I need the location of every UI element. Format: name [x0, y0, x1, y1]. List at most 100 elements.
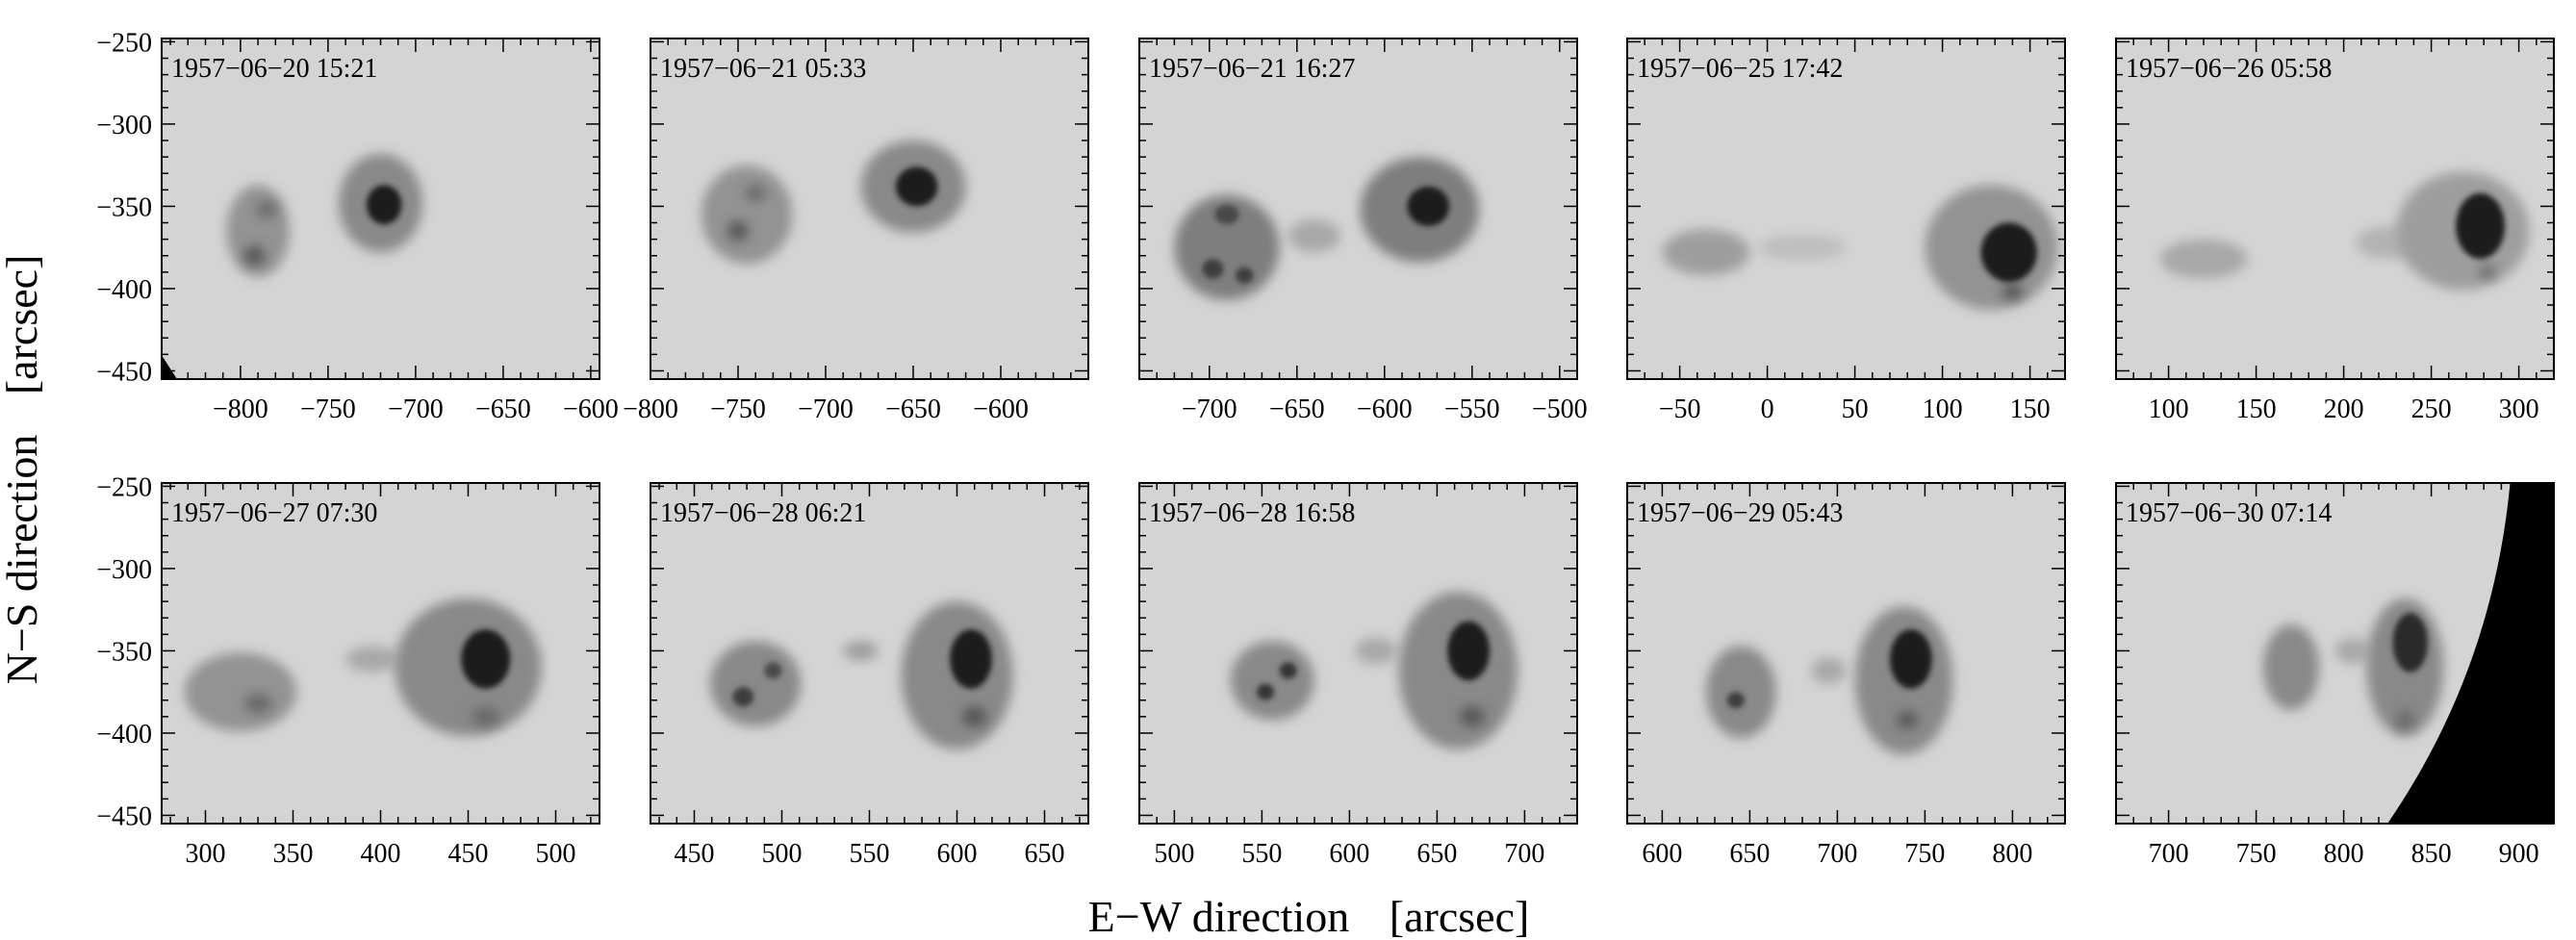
panel-image: [650, 483, 1088, 824]
sunspot-penumbra: [1230, 641, 1314, 721]
x-tick-label: −600: [1357, 394, 1413, 424]
sunspot-penumbra: [1288, 219, 1341, 253]
x-tick-label: 600: [1329, 839, 1369, 869]
panel-image: [1627, 483, 2065, 824]
panel-timestamp: 1957−06−27 07:30: [171, 498, 377, 528]
sunspot-umbra: [764, 662, 782, 679]
axis-ticks: [162, 483, 599, 824]
sunspot-umbra: [1726, 692, 1745, 709]
panel-frame: [1626, 482, 2066, 825]
sunspot-penumbra: [1662, 229, 1750, 276]
sunspot-penumbra: [243, 693, 272, 714]
axis-ticks: [1138, 483, 1578, 824]
axis-ticks: [1138, 38, 1578, 379]
panel-frame: [1138, 482, 1578, 825]
sunspot-umbra: [1447, 621, 1491, 681]
panel-image: [1627, 38, 2065, 379]
sunspot-penumbra: [2478, 266, 2496, 279]
panel-image: [162, 38, 599, 379]
sunspot-penumbra: [2262, 624, 2320, 711]
x-tick-label: −750: [300, 394, 356, 424]
x-tick-label: 650: [1729, 839, 1770, 869]
x-tick-label: −700: [798, 394, 854, 424]
sunspot-penumbra: [961, 706, 987, 727]
sunspot-umbra: [1980, 222, 2037, 283]
y-tick-label: −450: [96, 357, 152, 387]
x-tick-label: 800: [1992, 839, 2032, 869]
x-tick-label: 600: [1642, 839, 1682, 869]
sunspot-penumbra: [1174, 194, 1280, 300]
x-tick-label: 300: [2499, 394, 2539, 424]
sunspot-penumbra: [701, 165, 793, 265]
sunspot-umbra: [1202, 259, 1224, 279]
x-tick-label: 500: [762, 839, 803, 869]
panel-2: 1957−06−21 05:33 −800 −750 −700 −650 −600: [623, 38, 1089, 424]
panel-image: [2116, 38, 2554, 379]
panel-timestamp: 1957−06−21 16:27: [1149, 54, 1355, 84]
sunspot-penumbra: [472, 706, 500, 727]
y-tick-label: −450: [96, 801, 152, 831]
sunspot-penumbra: [1460, 706, 1485, 727]
x-tick-label: −650: [475, 394, 531, 424]
x-tick-label: 500: [536, 839, 576, 869]
panel-timestamp: 1957−06−28 06:21: [660, 498, 866, 528]
x-tick-label: −50: [1659, 394, 1701, 424]
panel-image: [162, 483, 599, 824]
y-tick-label: −250: [96, 472, 152, 502]
x-tick-label: 650: [1416, 839, 1457, 869]
sunspot-penumbra: [745, 185, 767, 202]
sunspot-umbra: [1256, 683, 1275, 700]
x-tick-label: 350: [273, 839, 314, 869]
y-axis-title-text: N−S direction: [0, 435, 46, 685]
x-tick-label: 600: [937, 839, 978, 869]
panel-image: [650, 38, 1088, 379]
panel-4: 1957−06−25 17:42 −50 0 50 100 150: [1626, 38, 2066, 424]
sunspot-umbra: [1890, 629, 1932, 689]
x-tick-label: 550: [850, 839, 890, 869]
y-tick-label: −350: [96, 192, 152, 222]
panel-image: [1139, 483, 1577, 824]
sunspot-penumbra: [2159, 239, 2248, 279]
y-tick-label: −300: [96, 555, 152, 585]
x-tick-label: 250: [2411, 394, 2452, 424]
panel-image: [2116, 483, 2554, 824]
panels-layer: 1957−06−20 15:21 −800 −750 −700 −650 −600 −250…: [96, 28, 2555, 869]
axis-ticks: [1626, 38, 2066, 379]
x-tick-label: 750: [1904, 839, 1945, 869]
axis-ticks: [2115, 483, 2555, 824]
sunspot-umbra: [895, 166, 938, 207]
sunspot-umbra: [1214, 204, 1239, 225]
panel-timestamp: 1957−06−28 16:58: [1149, 498, 1355, 528]
panel-10: 1957−06−30 07:14 700 750 800 850 900: [2115, 482, 2555, 869]
panel-3: 1957−06−21 16:27 −700 −650 −600 −550 −500: [1138, 38, 1588, 424]
y-tick-label: −250: [96, 28, 152, 58]
axis-ticks: [162, 38, 599, 379]
x-tick-label: −750: [710, 394, 766, 424]
sunspot-umbra: [732, 687, 754, 707]
sunspot-penumbra: [843, 641, 879, 661]
sunspot-penumbra: [709, 641, 802, 727]
panel-8: 1957−06−28 16:58 500 550 600 650 700: [1138, 482, 1578, 869]
sunspot-umbra: [1407, 186, 1450, 226]
panel-frame: [650, 38, 1089, 380]
sunspot-penumbra: [2002, 283, 2024, 300]
x-tick-label: −600: [973, 394, 1029, 424]
y-tick-label: −400: [96, 720, 152, 749]
axis-ticks: [1626, 483, 2066, 824]
x-tick-label: 700: [1817, 839, 1857, 869]
x-tick-label: −800: [623, 394, 678, 424]
x-tick-label: 450: [675, 839, 715, 869]
panel-timestamp: 1957−06−21 05:33: [660, 54, 866, 84]
sunspot-penumbra: [1758, 234, 1847, 261]
sunspot-umbra: [461, 629, 511, 689]
x-tick-label: −800: [213, 394, 268, 424]
photosphere-background: [1627, 483, 2065, 824]
x-axis-unit: [arcsec]: [1390, 892, 1530, 940]
panel-timestamp: 1957−06−20 15:21: [171, 54, 377, 84]
x-tick-label: 400: [361, 839, 401, 869]
sunspot-umbra: [950, 629, 992, 689]
x-axis-title: E−W direction [arcsec]: [1088, 892, 1530, 940]
axis-ticks: [650, 483, 1088, 824]
sunspot-penumbra: [1354, 637, 1397, 665]
x-tick-label: 500: [1154, 839, 1194, 869]
